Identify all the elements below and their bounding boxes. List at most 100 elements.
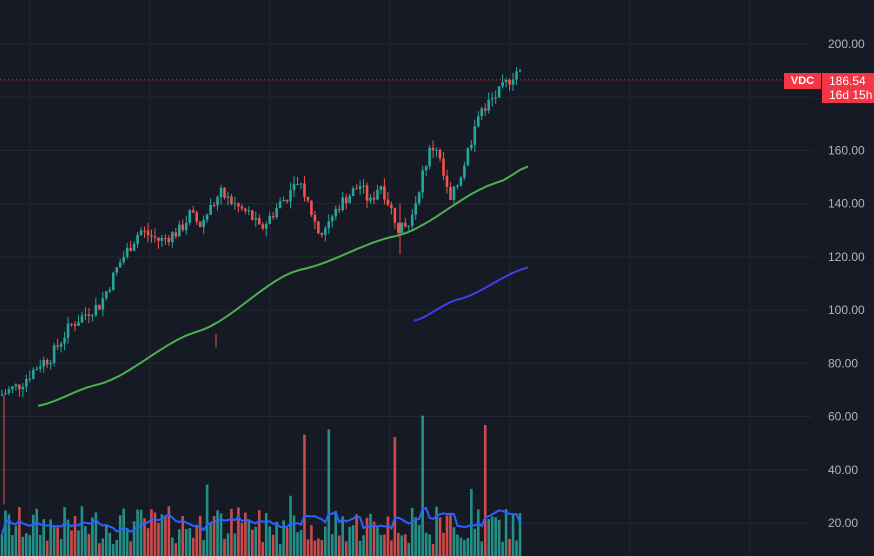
- candle-body: [306, 196, 310, 201]
- volume-bar: [515, 540, 518, 556]
- volume-bar: [160, 514, 164, 556]
- candle-body: [202, 219, 205, 227]
- candle-body: [490, 98, 494, 100]
- volume-bar: [466, 537, 470, 556]
- candle-body: [125, 247, 129, 257]
- candle-body: [139, 230, 143, 235]
- volume-bar: [431, 543, 435, 556]
- candle-body: [310, 200, 313, 216]
- candle-body: [504, 79, 508, 83]
- volume-bar: [28, 535, 32, 556]
- volume-bar: [244, 512, 247, 556]
- volume-bar: [42, 519, 46, 556]
- volume-bar: [278, 543, 282, 556]
- volume-bar: [233, 533, 237, 556]
- volume-bar: [31, 514, 35, 556]
- volume-bar: [66, 519, 70, 556]
- volume-bar: [14, 525, 18, 556]
- candle-body: [271, 215, 275, 218]
- candle-body: [45, 359, 49, 365]
- candle-body: [424, 166, 428, 171]
- candle-body: [143, 230, 146, 232]
- candle-body: [84, 314, 87, 316]
- candle-body: [303, 183, 306, 197]
- volume-bar: [330, 534, 334, 556]
- candle-body: [470, 144, 473, 149]
- candle-body: [414, 203, 418, 215]
- candle-body: [390, 204, 393, 208]
- candle-body: [164, 237, 167, 239]
- candle-body: [198, 221, 202, 227]
- volume-bar: [386, 516, 390, 556]
- volume-bar: [490, 516, 494, 556]
- volume-bar: [143, 518, 146, 556]
- volume-bar: [63, 507, 66, 556]
- volume-bar: [442, 532, 445, 556]
- volume-bar: [313, 540, 317, 556]
- volume-bar: [348, 526, 351, 556]
- volume-bar: [487, 518, 491, 556]
- candle-body: [254, 217, 258, 220]
- candle-body: [344, 197, 348, 204]
- volume-bar: [230, 509, 233, 556]
- volume-bar: [483, 425, 487, 556]
- candle-body: [435, 149, 438, 151]
- candle-body: [292, 184, 296, 191]
- candle-body: [511, 79, 515, 85]
- candle-body: [278, 201, 282, 208]
- candle-body: [157, 237, 160, 241]
- volume-bar: [132, 521, 136, 556]
- last-price-value: 186.54: [829, 74, 866, 88]
- candle-body: [320, 233, 324, 235]
- volume-bar: [480, 541, 484, 556]
- y-tick-label: 200.00: [828, 37, 865, 51]
- volume-bar: [198, 515, 202, 556]
- candle-body: [150, 235, 153, 237]
- last-price-box: 186.54 16d 15h: [822, 73, 874, 103]
- volume-bar: [4, 510, 7, 556]
- volume-bar: [390, 540, 393, 556]
- candle-body: [341, 197, 344, 211]
- volume-bar: [247, 520, 251, 556]
- candle-body: [223, 187, 226, 198]
- candle-body: [247, 210, 251, 212]
- candle-body: [466, 148, 470, 166]
- candle-body: [337, 208, 341, 211]
- volume-bar: [77, 530, 80, 556]
- volume-bar: [226, 533, 230, 556]
- candle-body: [205, 214, 209, 220]
- volume-bar: [285, 527, 289, 556]
- candle-body: [251, 210, 254, 220]
- candle-body: [108, 289, 112, 292]
- volume-bar: [275, 521, 278, 556]
- y-tick-label: 100.00: [828, 303, 865, 317]
- candle-body: [188, 210, 192, 223]
- volume-bar: [504, 509, 508, 556]
- volume-bar: [292, 515, 296, 556]
- volume-bar: [511, 513, 515, 556]
- candle-body: [379, 186, 383, 190]
- candle-body: [63, 337, 66, 344]
- candle-body: [25, 378, 28, 387]
- candle-body: [299, 183, 303, 185]
- candle-body: [386, 199, 390, 205]
- volume-bar: [449, 514, 452, 556]
- candle-body: [118, 262, 122, 268]
- volume-bar: [125, 530, 129, 556]
- candle-body: [94, 304, 98, 316]
- candle-body: [216, 197, 219, 206]
- volume-bar: [383, 534, 386, 556]
- volume-bar: [428, 534, 431, 556]
- candle-body: [174, 232, 178, 237]
- volume-bar: [494, 517, 497, 556]
- volume-bar: [205, 484, 209, 556]
- candle-body: [98, 304, 101, 310]
- volume-bar: [11, 535, 14, 556]
- candle-body: [212, 205, 216, 207]
- volume-bar: [421, 415, 424, 556]
- candle-body: [14, 384, 18, 387]
- candle-body: [449, 186, 452, 200]
- chart-grid: [0, 0, 812, 556]
- candle-body: [355, 188, 358, 190]
